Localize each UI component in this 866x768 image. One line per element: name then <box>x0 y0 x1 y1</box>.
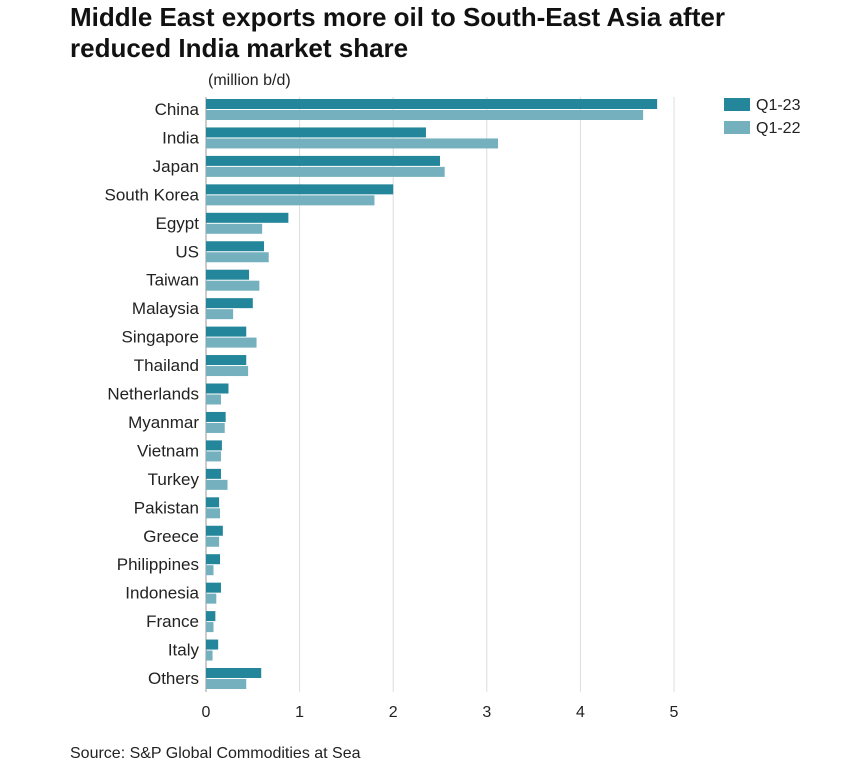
bar-q1-22-thailand <box>206 366 249 377</box>
bar-q1-23-others <box>206 668 262 678</box>
bar-q1-22-netherlands <box>206 394 221 405</box>
bar-q1-23-myanmar <box>206 411 226 422</box>
bar-q1-23-vietnam <box>206 440 222 451</box>
category-label: Malaysia <box>132 299 200 318</box>
bar-q1-23-philippines <box>206 554 221 565</box>
x-tick-label: 0 <box>202 704 211 721</box>
bar-q1-22-vietnam <box>206 451 221 462</box>
bar-q1-23-france <box>206 611 216 622</box>
bar-q1-22-singapore <box>206 337 257 348</box>
category-label: China <box>155 100 200 119</box>
bars <box>206 99 658 689</box>
bar-q1-22-japan <box>206 166 445 177</box>
category-label: Greece <box>143 527 199 546</box>
bar-q1-22-china <box>206 110 644 120</box>
category-label: Others <box>148 669 199 688</box>
category-label: Egypt <box>156 214 200 233</box>
category-label: South Korea <box>104 185 199 204</box>
category-label: US <box>175 242 199 261</box>
source-note: Source: S&P Global Commodities at Sea <box>70 745 361 762</box>
category-label: Netherlands <box>107 385 199 404</box>
bar-q1-23-malaysia <box>206 298 253 309</box>
bar-q1-23-china <box>206 99 658 109</box>
bar-q1-23-indonesia <box>206 582 221 593</box>
category-label: Thailand <box>134 356 199 375</box>
bar-q1-22-myanmar <box>206 422 225 433</box>
category-label: Pakistan <box>134 498 199 517</box>
category-label: India <box>162 128 199 147</box>
unit-label: (million b/d) <box>208 72 291 89</box>
bar-q1-23-japan <box>206 155 440 166</box>
x-tick-label: 1 <box>295 704 304 721</box>
bar-q1-22-us <box>206 252 269 263</box>
bar-q1-23-india <box>206 127 426 138</box>
legend-label-q1-23: Q1-23 <box>756 97 801 114</box>
bar-q1-22-others <box>206 679 247 689</box>
bar-q1-22-greece <box>206 536 220 547</box>
bar-q1-22-turkey <box>206 479 228 490</box>
bar-q1-23-us <box>206 241 265 252</box>
category-label: Japan <box>153 157 199 176</box>
chart-title: Middle East exports more oil to South-Ea… <box>70 2 725 63</box>
category-label: Vietnam <box>137 441 199 460</box>
bar-q1-22-italy <box>206 650 213 661</box>
bar-q1-23-egypt <box>206 212 289 223</box>
bar-q1-23-pakistan <box>206 497 220 508</box>
bar-q1-22-pakistan <box>206 508 221 519</box>
bar-q1-23-south-korea <box>206 184 394 195</box>
category-label: Philippines <box>117 555 199 574</box>
bar-q1-22-egypt <box>206 223 263 234</box>
category-label: Italy <box>168 641 200 660</box>
category-label: Myanmar <box>128 413 199 432</box>
bar-q1-22-france <box>206 622 214 633</box>
legend-swatch-q1-22 <box>724 121 750 135</box>
category-label: France <box>146 612 199 631</box>
bar-q1-22-taiwan <box>206 280 260 291</box>
legend-swatch-q1-23 <box>724 98 750 112</box>
category-label: Singapore <box>121 328 199 347</box>
x-tick-label: 4 <box>576 704 585 721</box>
bar-q1-23-italy <box>206 639 219 650</box>
category-labels: China India Japan South Korea Egypt US Taiwan M… <box>104 100 199 688</box>
category-label: Taiwan <box>146 271 199 290</box>
x-tick-labels: 0 1 2 3 4 5 <box>202 704 679 721</box>
bar-q1-22-philippines <box>206 565 214 576</box>
legend-entry-q1-23: Q1-23 <box>724 97 800 115</box>
bar-q1-23-singapore <box>206 326 247 337</box>
bar-q1-22-indonesia <box>206 593 217 604</box>
bar-q1-22-south-korea <box>206 195 375 206</box>
bar-q1-23-greece <box>206 525 223 536</box>
category-label: Turkey <box>148 470 200 489</box>
bar-chart: China India Japan South Korea Egypt US Taiwan M… <box>104 97 679 721</box>
x-tick-label: 2 <box>389 704 398 721</box>
x-tick-label: 5 <box>670 704 679 721</box>
x-tick-label: 3 <box>482 704 491 721</box>
legend-entry-q1-22: Q1-22 <box>724 120 800 138</box>
bar-q1-23-taiwan <box>206 269 250 280</box>
bar-q1-23-netherlands <box>206 383 229 394</box>
bar-q1-23-thailand <box>206 355 247 366</box>
bar-q1-23-turkey <box>206 468 221 479</box>
bar-q1-22-malaysia <box>206 309 234 320</box>
category-label: Indonesia <box>125 584 199 603</box>
legend-label-q1-22: Q1-22 <box>756 120 801 137</box>
bar-q1-22-india <box>206 138 499 149</box>
